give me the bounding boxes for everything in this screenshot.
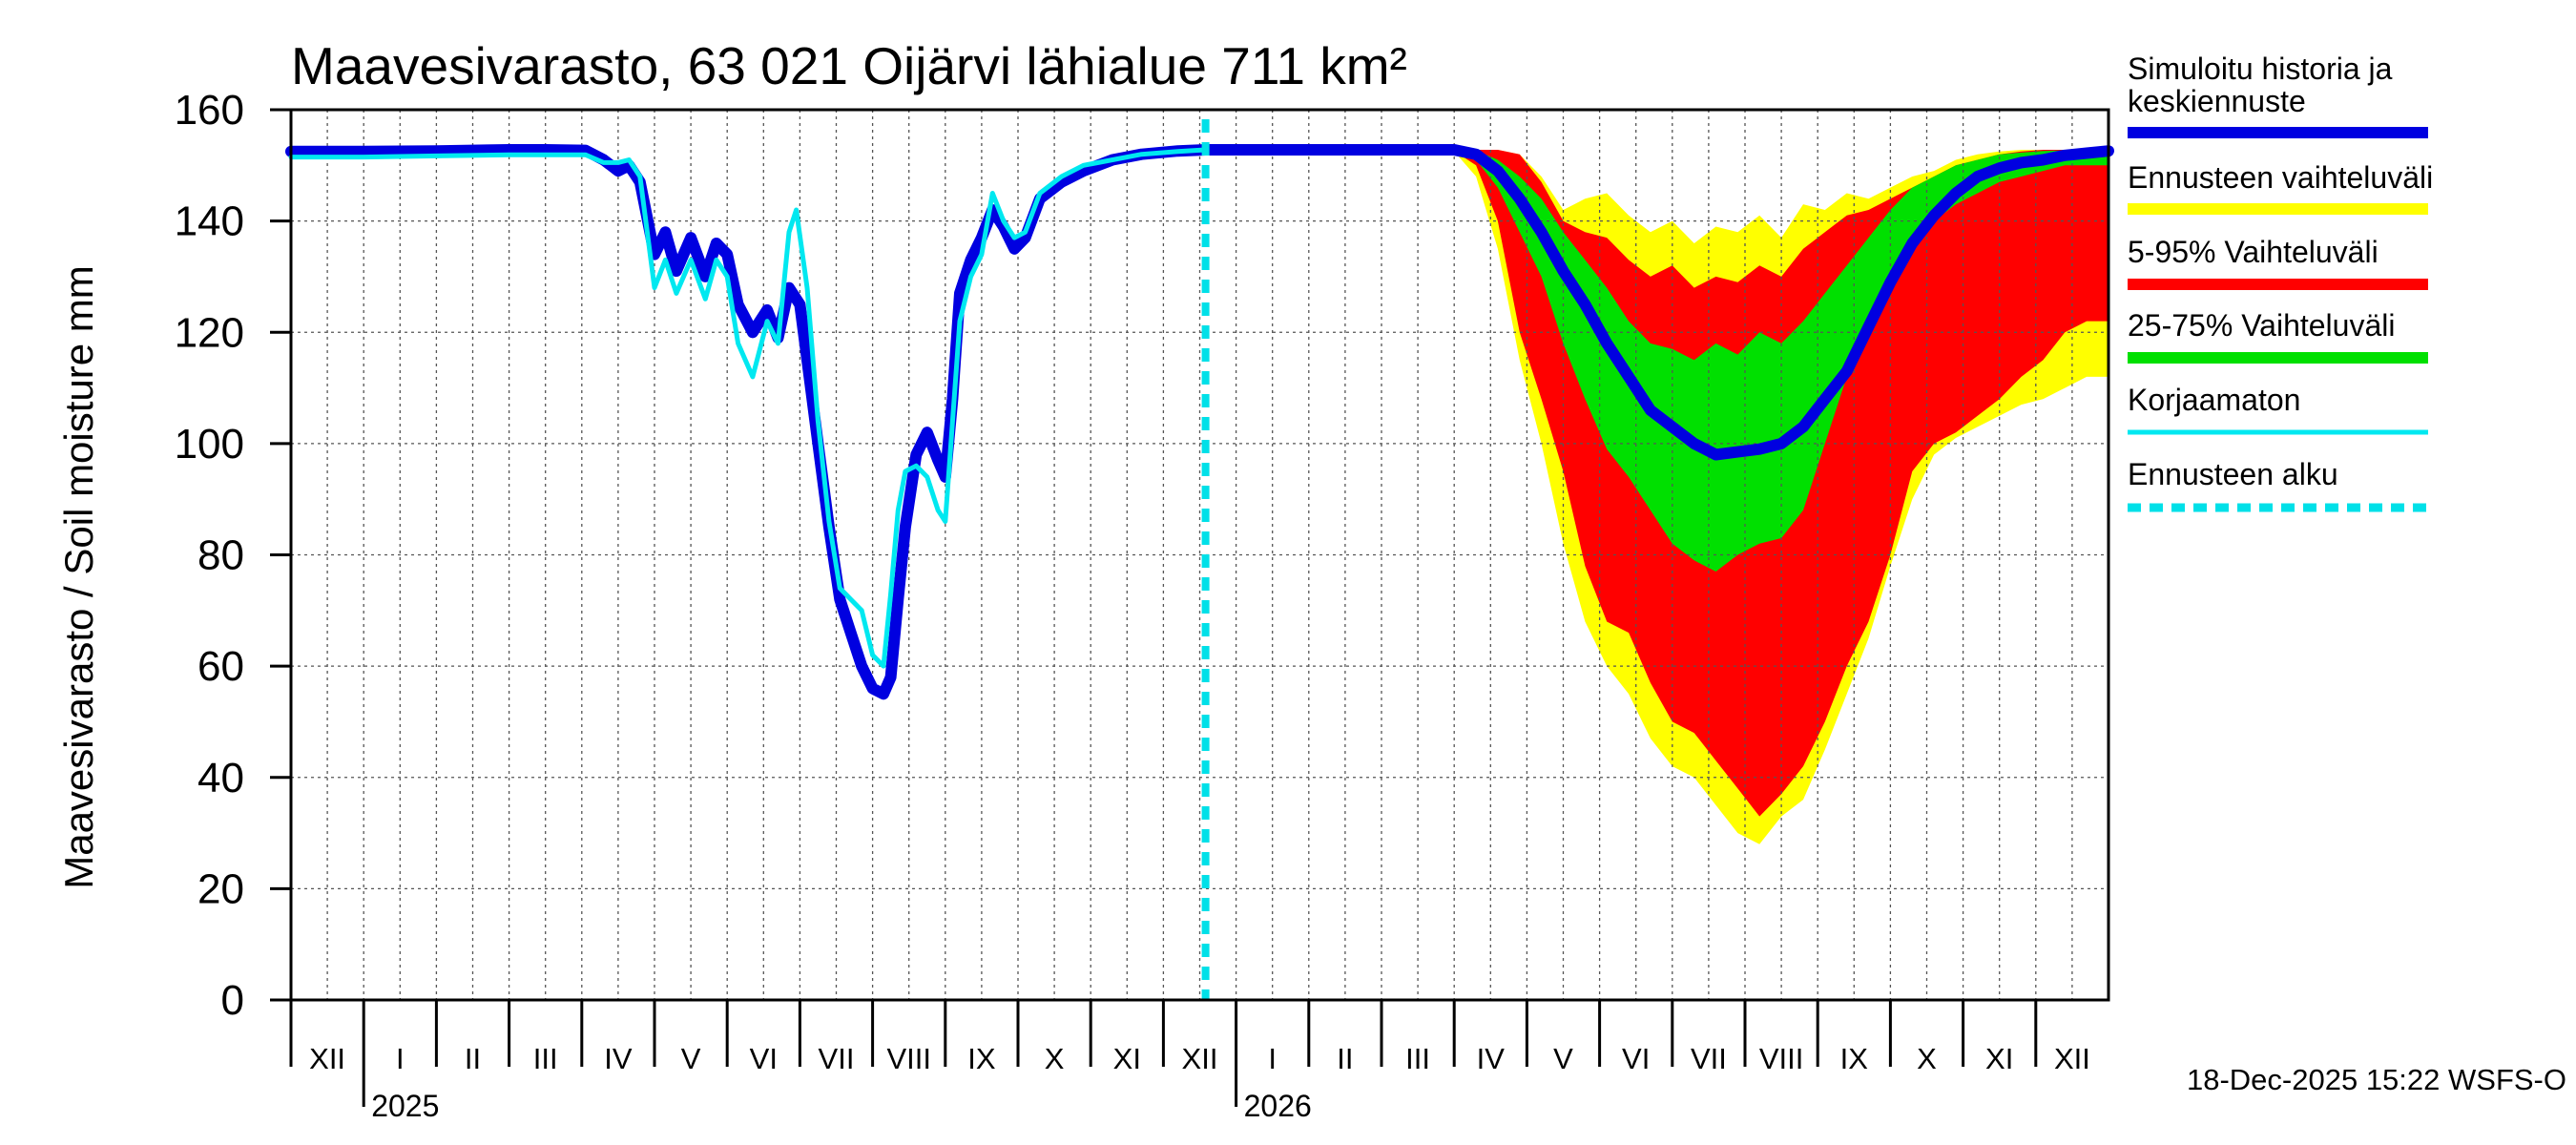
x-tick-label-month: VIII xyxy=(1759,1042,1804,1075)
x-tick-label-month: V xyxy=(681,1042,701,1075)
grid-lines xyxy=(291,110,2109,1000)
y-tick-label: 40 xyxy=(197,755,244,802)
y-tick-label: 80 xyxy=(197,532,244,579)
x-tick-label-month: XI xyxy=(1985,1042,2013,1075)
x-tick-label-month: X xyxy=(1917,1042,1937,1075)
x-tick-label-year: 2026 xyxy=(1244,1089,1312,1123)
legend-label-range: Ennusteen vaihteluväli xyxy=(2128,160,2433,195)
x-tick-label-month: IX xyxy=(967,1042,996,1075)
y-tick-label: 20 xyxy=(197,865,244,912)
x-tick-label-month: XII xyxy=(2054,1042,2090,1075)
x-tick-label-month: VI xyxy=(750,1042,778,1075)
band-p25_75 xyxy=(1205,150,2109,572)
x-tick-label-month: IV xyxy=(604,1042,633,1075)
legend-label-sim: keskiennuste xyxy=(2128,84,2306,118)
chart-title: Maavesivarasto, 63 021 Oijärvi lähialue … xyxy=(291,36,1407,95)
y-tick-label: 120 xyxy=(175,309,244,356)
x-tick-label-month: IV xyxy=(1477,1042,1506,1075)
y-tick-label: 160 xyxy=(175,87,244,134)
x-tick-label-month: III xyxy=(1405,1042,1430,1075)
series-lines xyxy=(285,144,2114,700)
x-tick-label-month: III xyxy=(533,1042,558,1075)
legend-label-p25_75: 25-75% Vaihteluväli xyxy=(2128,308,2395,343)
x-tick-label-month: II xyxy=(1337,1042,1353,1075)
forecast-bands xyxy=(1205,150,2109,844)
x-tick-labels: XII I II III IV V VI VII VIII IX X XI XII I II III IV V VI… xyxy=(309,1042,2090,1123)
x-tick-label-month: II xyxy=(465,1042,481,1075)
series-raw xyxy=(288,147,1209,669)
y-axis-label: Maavesivarasto / Soil moisture mm xyxy=(56,265,101,889)
series-sim xyxy=(285,144,2114,700)
legend-label-p5_95: 5-95% Vaihteluväli xyxy=(2128,235,2379,269)
legend-label-sim: Simuloitu historia ja xyxy=(2128,52,2393,86)
x-tick-label-month: VII xyxy=(1691,1042,1727,1075)
x-tick-label-month: VII xyxy=(819,1042,855,1075)
y-tick-labels: 0 20 40 60 80 100 120 140 160 xyxy=(175,87,244,1024)
y-tick-label: 140 xyxy=(175,198,244,245)
timestamp-label: 18-Dec-2025 15:22 WSFS-O xyxy=(2187,1063,2566,1096)
legend-label-fstart: Ennusteen alku xyxy=(2128,457,2338,491)
y-tick-label: 100 xyxy=(175,421,244,468)
x-tick-label-month: VIII xyxy=(886,1042,931,1075)
y-tick-label: 0 xyxy=(221,977,244,1024)
y-tick-label: 60 xyxy=(197,643,244,690)
axes xyxy=(270,108,2110,1107)
x-tick-label-month: V xyxy=(1553,1042,1573,1075)
legend-label-raw: Korjaamaton xyxy=(2128,383,2300,417)
x-tick-label-month: IX xyxy=(1840,1042,1869,1075)
x-tick-label-month: I xyxy=(1268,1042,1277,1075)
x-tick-label-month: I xyxy=(396,1042,405,1075)
x-tick-label-year: 2025 xyxy=(371,1089,439,1123)
x-tick-label-month: XII xyxy=(309,1042,345,1075)
x-tick-label-month: X xyxy=(1045,1042,1065,1075)
x-tick-label-month: XI xyxy=(1113,1042,1141,1075)
x-tick-label-month: VI xyxy=(1622,1042,1650,1075)
x-tick-label-month: XII xyxy=(1182,1042,1218,1075)
